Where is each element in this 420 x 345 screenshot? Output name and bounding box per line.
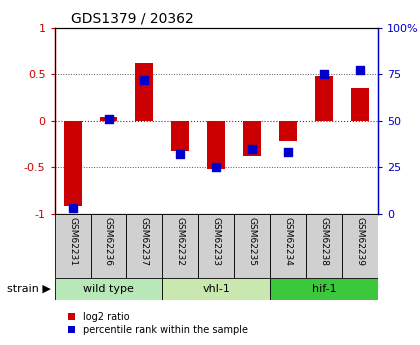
Bar bbox=[163, 278, 270, 300]
Text: GSM62232: GSM62232 bbox=[176, 217, 185, 266]
Bar bbox=[63, 121, 81, 206]
Text: GSM62235: GSM62235 bbox=[248, 217, 257, 266]
Text: hif-1: hif-1 bbox=[312, 284, 336, 294]
Text: GSM62233: GSM62233 bbox=[212, 217, 221, 266]
Bar bbox=[126, 214, 163, 278]
Text: GSM62239: GSM62239 bbox=[356, 217, 365, 266]
Point bbox=[105, 116, 112, 122]
Point bbox=[177, 151, 184, 157]
Point bbox=[69, 206, 76, 211]
Bar bbox=[55, 214, 91, 278]
Bar bbox=[234, 214, 270, 278]
Text: GSM62236: GSM62236 bbox=[104, 217, 113, 266]
Text: GSM62234: GSM62234 bbox=[284, 217, 293, 266]
Bar bbox=[135, 63, 153, 121]
Bar bbox=[351, 88, 369, 121]
Point bbox=[357, 68, 363, 73]
Point bbox=[141, 77, 148, 82]
Bar bbox=[100, 117, 118, 121]
Bar bbox=[171, 121, 189, 150]
Bar bbox=[342, 214, 378, 278]
Text: wild type: wild type bbox=[83, 284, 134, 294]
Text: GSM62237: GSM62237 bbox=[140, 217, 149, 266]
Point bbox=[213, 165, 220, 170]
Bar bbox=[270, 278, 378, 300]
Bar bbox=[306, 214, 342, 278]
Text: strain ▶: strain ▶ bbox=[7, 284, 50, 294]
Text: vhl-1: vhl-1 bbox=[202, 284, 230, 294]
Legend: log2 ratio, percentile rank within the sample: log2 ratio, percentile rank within the s… bbox=[68, 312, 248, 335]
Bar bbox=[243, 121, 261, 156]
Bar bbox=[270, 214, 306, 278]
Text: GDS1379 / 20362: GDS1379 / 20362 bbox=[71, 11, 194, 25]
Point bbox=[321, 71, 328, 77]
Point bbox=[249, 146, 256, 151]
Bar bbox=[163, 214, 198, 278]
Text: GSM62231: GSM62231 bbox=[68, 217, 77, 266]
Bar bbox=[315, 76, 333, 121]
Bar bbox=[279, 121, 297, 141]
Bar bbox=[91, 214, 126, 278]
Bar bbox=[207, 121, 225, 169]
Bar bbox=[198, 214, 234, 278]
Point bbox=[285, 150, 291, 155]
Bar bbox=[55, 278, 163, 300]
Text: GSM62238: GSM62238 bbox=[320, 217, 328, 266]
